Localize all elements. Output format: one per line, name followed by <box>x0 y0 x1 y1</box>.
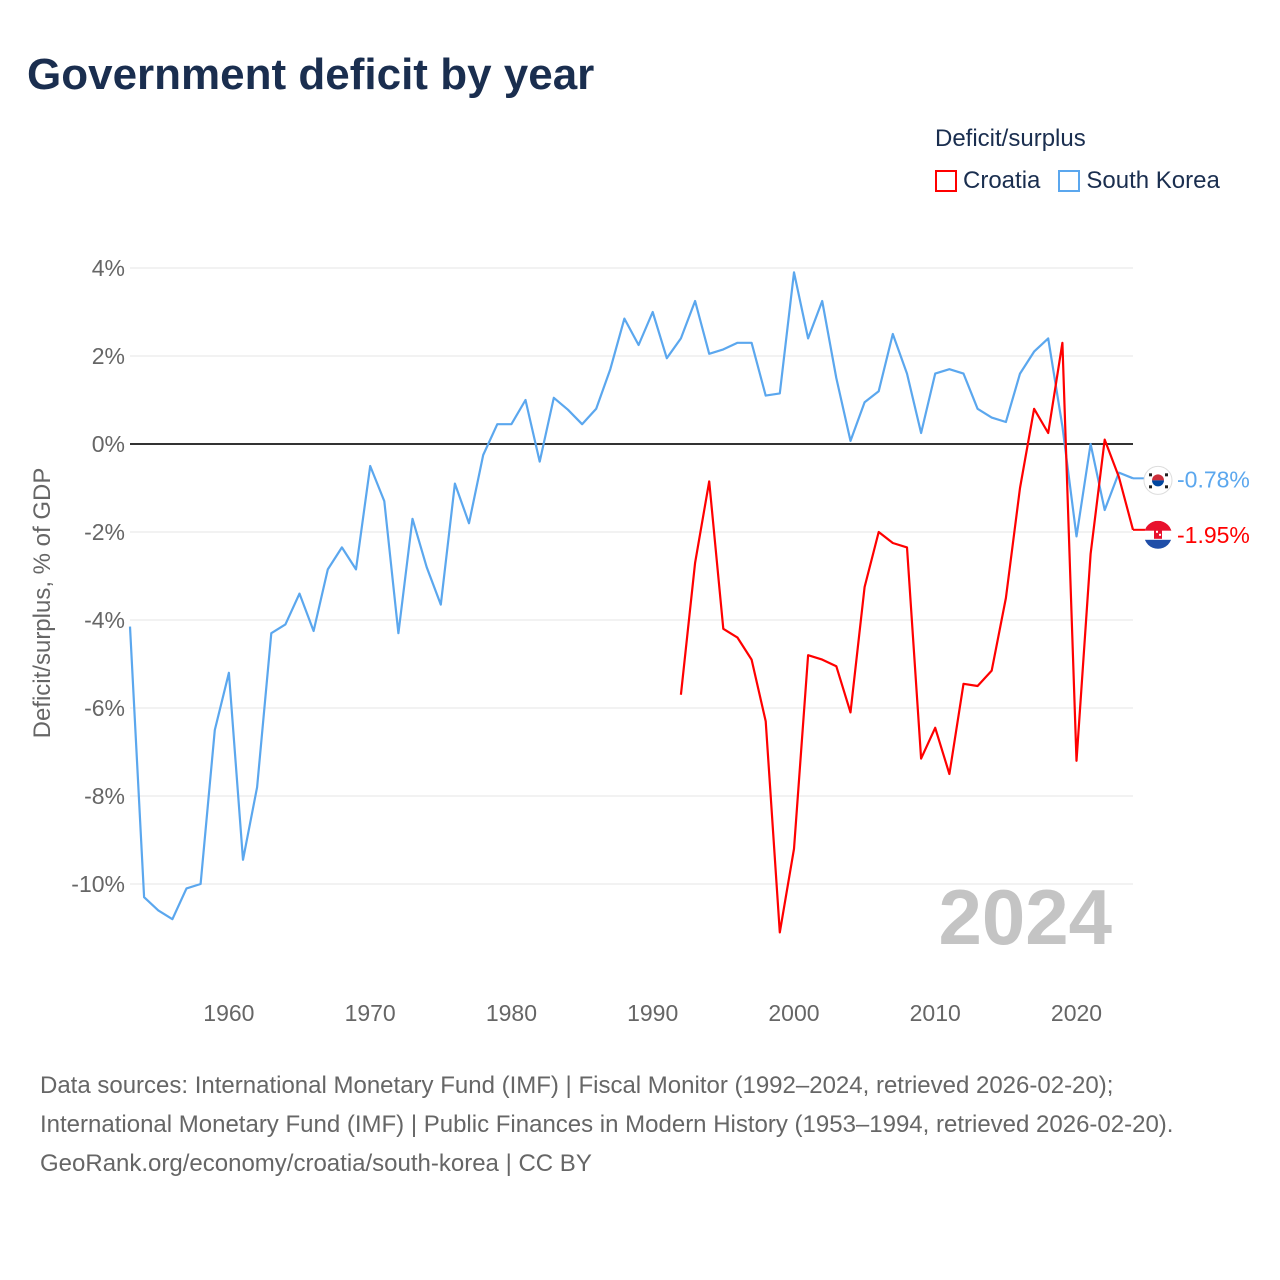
x-tick-label: 2020 <box>1051 1000 1102 1026</box>
data-sources: Data sources: International Monetary Fun… <box>40 1072 1174 1138</box>
legend-label: South Korea <box>1086 167 1220 194</box>
croatia-flag-icon <box>1144 520 1172 549</box>
y-tick-label: 2% <box>92 343 125 369</box>
x-tick-label: 1960 <box>203 1000 254 1026</box>
x-tick-label: 2000 <box>768 1000 819 1026</box>
x-tick-label: 2010 <box>910 1000 961 1026</box>
y-tick-label: -2% <box>84 519 125 545</box>
legend: Deficit/surplus Croatia South Korea <box>935 125 1220 195</box>
legend-item-south-korea[interactable]: South Korea <box>1058 167 1220 195</box>
legend-label: Croatia <box>963 167 1041 194</box>
x-tick-label: 1970 <box>345 1000 396 1026</box>
y-tick-label: -4% <box>84 607 125 633</box>
legend-swatch-croatia <box>935 170 957 192</box>
chart-title: Government deficit by year <box>27 50 595 99</box>
y-tick-label: 0% <box>92 431 125 457</box>
series-line-croatia <box>679 341 1135 934</box>
end-value-label: -0.78% <box>1177 466 1250 492</box>
y-tick-label: -8% <box>84 783 125 809</box>
legend-title: Deficit/surplus <box>935 125 1086 152</box>
y-tick-label: -10% <box>71 871 125 897</box>
y-tick-label: -6% <box>84 695 125 721</box>
legend-item-croatia[interactable]: Croatia <box>935 167 1040 195</box>
end-value-label: -1.95% <box>1177 522 1250 548</box>
footer: Data sources: International Monetary Fun… <box>40 1066 1240 1183</box>
x-tick-label: 1980 <box>486 1000 537 1026</box>
legend-swatch-south-korea <box>1058 170 1081 192</box>
year-watermark: 2024 <box>938 873 1112 961</box>
south-korea-flag-icon <box>1143 465 1173 495</box>
credit-link[interactable]: GeoRank.org/economy/croatia/south-korea … <box>40 1150 592 1177</box>
y-axis-label: Deficit/surplus, % of GDP <box>29 468 56 739</box>
series-line-south-korea <box>128 271 1134 921</box>
y-tick-label: 4% <box>92 255 125 281</box>
x-tick-label: 1990 <box>627 1000 678 1026</box>
